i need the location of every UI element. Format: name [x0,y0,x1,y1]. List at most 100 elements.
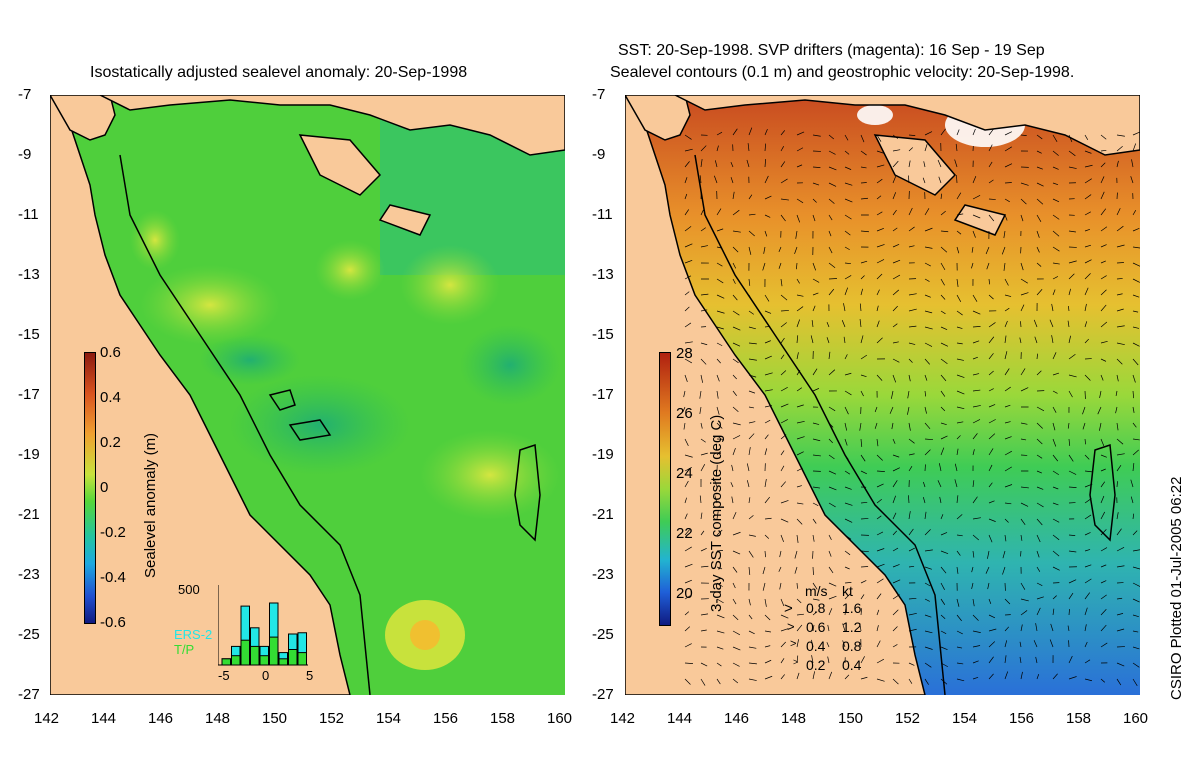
velocity-vector [972,214,981,219]
velocity-vector [796,198,804,204]
velocity-vector [908,342,916,345]
velocity-vector [826,321,830,328]
velocity-vector [732,566,738,573]
velocity-vector [732,447,736,456]
velocity-vector [812,368,818,376]
velocity-vector [907,406,910,415]
velocity-vector [812,502,819,507]
velocity-vector [780,146,785,152]
velocity-legend-arrow-icon: > [787,619,795,634]
velocity-vector [1084,164,1093,168]
anomaly-low [230,375,410,475]
velocity-vector [764,405,773,408]
velocity-vector [889,406,894,414]
velocity-vector [1116,512,1119,520]
velocity-vector [684,546,692,552]
anomaly-high [140,265,280,345]
velocity-vector [716,326,724,330]
velocity-vector [876,178,883,184]
velocity-vector [812,486,821,489]
left-xtick-5: 152 [319,710,345,727]
velocity-vector [796,639,799,648]
velocity-vector [796,485,802,488]
velocity-vector [1132,374,1136,383]
right-colorbar [659,352,671,626]
velocity-vector [1067,422,1070,429]
velocity-vector [1052,595,1057,600]
velocity-vector [923,481,926,488]
velocity-vector [716,342,723,347]
left-xtick-1: 144 [91,710,117,727]
velocity-vector [892,454,900,458]
velocity-vector [683,390,686,398]
velocity-vector [764,230,768,237]
velocity-vector [1004,278,1009,286]
velocity-vector [748,246,752,255]
velocity-vector [924,529,931,536]
velocity-vector [1132,278,1140,283]
velocity-vector [923,161,926,168]
right-cbtick-4: 20 [676,585,693,602]
velocity-vector [731,464,734,472]
velocity-vector [940,646,948,651]
velocity-vector [812,534,815,542]
velocity-vector [1004,368,1010,376]
velocity-vector [732,191,735,200]
velocity-vector [811,639,814,648]
right-ytick-8: -23 [592,566,614,583]
velocity-vector [1020,438,1027,441]
velocity-vector [732,262,737,269]
velocity-vector [1132,646,1140,650]
velocity-vector [764,143,767,152]
velocity-vector [924,310,933,314]
velocity-vector [956,448,959,456]
velocity-vector [1100,678,1105,683]
velocity-vector [716,406,720,415]
velocity-vector [1068,134,1073,143]
velocity-vector [844,438,848,446]
velocity-vector [940,532,948,536]
velocity-vector [1068,609,1070,616]
velocity-vector [842,640,846,648]
velocity-vector [1004,386,1011,392]
velocity-vector [1052,486,1059,490]
velocity-vector [972,340,980,344]
velocity-vector [988,294,994,300]
velocity-vector [876,134,882,142]
velocity-vector [924,422,931,430]
velocity-vector [812,624,815,632]
velocity-vector [860,454,866,462]
velocity-vector [684,358,693,364]
velocity-vector [860,166,867,169]
velocity-vector [908,547,915,552]
velocity-legend-arrow-icon: > [790,638,797,650]
velocity-vector [732,374,737,380]
velocity-vector [972,449,975,456]
velocity-vector [779,550,782,558]
velocity-vector [1084,259,1092,264]
velocity-vector [844,486,852,490]
velocity-vector [876,273,883,280]
velocity-vector [716,646,724,650]
velocity-vector [892,678,899,685]
velocity-vector [780,403,789,408]
velocity-vector [764,434,769,440]
velocity-vector [1084,134,1089,141]
velocity-vector [1004,598,1011,605]
velocity-vector [780,386,788,392]
histogram-xtick-0: 0 [262,668,270,683]
velocity-vector [1020,214,1024,222]
velocity-vector [1004,421,1011,424]
velocity-vector [940,342,949,347]
velocity-vector [780,310,789,312]
velocity-vector [954,159,958,168]
right-cbtick-0: 28 [676,345,693,362]
velocity-vector [1004,294,1012,297]
velocity-vector [1132,549,1140,552]
velocity-vector [1116,208,1121,216]
left-panel-title: Isostatically adjusted sealevel anomaly:… [90,64,468,81]
velocity-vector [714,495,718,504]
right-ytick-0: -7 [592,86,606,103]
histogram-bar-tp [288,649,298,666]
velocity-vector [1084,374,1091,381]
